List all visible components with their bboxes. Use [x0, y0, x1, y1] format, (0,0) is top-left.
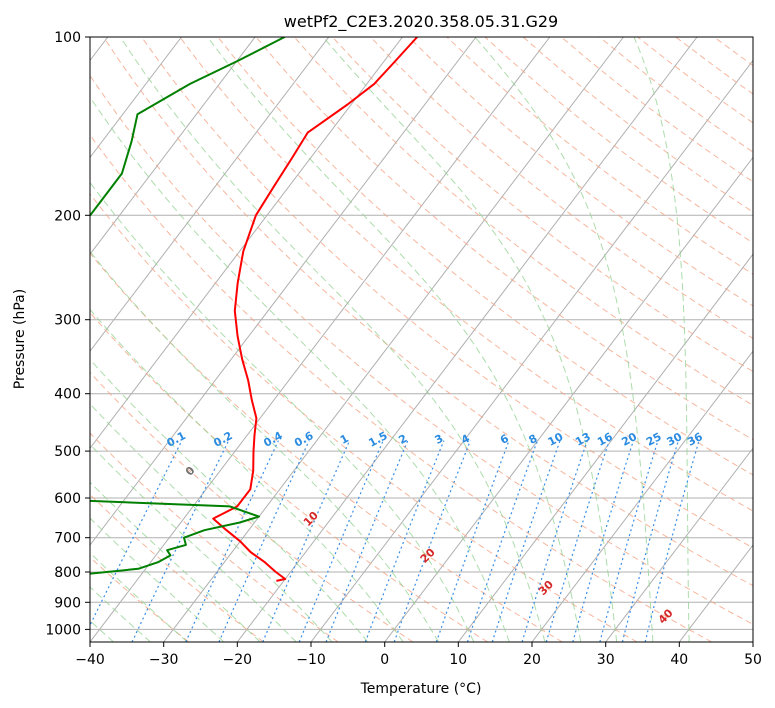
- x-tick-label: −20: [223, 652, 253, 668]
- mixing-ratio-line: [298, 440, 384, 642]
- isotherm-line: [531, 350, 753, 642]
- moist-adiabat-line: [119, 37, 546, 642]
- x-tick-label: 30: [597, 652, 615, 668]
- mixing-ratio-label: 25: [644, 430, 664, 449]
- mixing-ratio-line: [364, 440, 445, 642]
- moist-adiabat-line: [322, 37, 618, 642]
- moist-adiabat-line: [207, 37, 582, 642]
- plot-frame: [89, 36, 754, 643]
- isotherm-line: [457, 253, 753, 642]
- mixing-ratio-line: [599, 440, 659, 642]
- isotherm-line: [90, 37, 330, 353]
- moist-adiabat-line: [90, 443, 297, 642]
- y-tick-label: 700: [54, 531, 81, 547]
- dry-adiabat-line: [293, 37, 753, 406]
- mixing-ratio-line: [466, 440, 539, 642]
- moist-adiabat-line: [90, 181, 475, 642]
- x-tick-label: −40: [75, 652, 105, 668]
- isotherm-line: [605, 447, 753, 642]
- moist-adiabat-line: [474, 37, 654, 642]
- x-tick-label: 40: [670, 652, 688, 668]
- mixing-ratio-line: [572, 440, 634, 642]
- y-axis-label: Pressure (hPa): [12, 289, 28, 389]
- dry-adiabat-line: [255, 37, 753, 441]
- y-tick-label: 100: [54, 30, 81, 46]
- mixing-ratio-line: [185, 440, 279, 642]
- mixing-ratio-line: [521, 440, 588, 642]
- mixing-ratio-line: [325, 440, 409, 642]
- moist-adiabat-line: [90, 250, 439, 642]
- x-tick-label: 0: [380, 652, 389, 668]
- moist-adiabat-line: [90, 481, 261, 642]
- x-tick-label: 10: [449, 652, 467, 668]
- axis-ticks: −40 −30 −20 −10 0 10 20 30 40 50 100 200 300 400 500 60…: [45, 30, 762, 668]
- isotherm-line: [90, 37, 256, 256]
- mixing-ratio-line: [545, 440, 610, 642]
- dry-adiabat-line: [90, 371, 414, 642]
- y-tick-label: 900: [54, 595, 81, 611]
- mixing-ratio-label: 13: [573, 430, 593, 449]
- mixing-ratio-line: [435, 440, 510, 642]
- y-tick-label: 800: [54, 565, 81, 581]
- y-tick-label: 500: [54, 444, 81, 460]
- dry-adiabat-line: [90, 193, 638, 642]
- isotherm-line: [236, 37, 698, 642]
- moist-adiabat-line: [633, 37, 690, 642]
- mixing-ratio-label: 20: [619, 430, 639, 449]
- mixing-ratio-line: [491, 440, 561, 642]
- y-tick-label: 400: [54, 387, 81, 403]
- mixing-ratio-line: [644, 440, 700, 642]
- dry-adiabat-line: [332, 37, 753, 373]
- mixing-ratio-label: 36: [685, 430, 705, 449]
- isotherm-line: [90, 37, 477, 546]
- moist-adiabat-line: [90, 403, 333, 642]
- moist-adiabat-line: [90, 358, 369, 642]
- y-tick-label: 1000: [45, 622, 81, 638]
- x-axis-label: Temperature (°C): [360, 681, 482, 697]
- chart-title: wetPf2_C2E3.2020.358.05.31.G29: [284, 12, 558, 32]
- isotherm-line: [90, 37, 551, 642]
- x-tick-label: 50: [744, 652, 762, 668]
- mixing-ratio-line: [218, 440, 310, 642]
- x-tick-label: −30: [149, 652, 179, 668]
- isotherm-line: [384, 156, 753, 642]
- temperature-profile-line: [212, 37, 418, 582]
- dry-adiabat-line: [217, 37, 753, 476]
- mixing-ratio-label: 16: [595, 430, 615, 449]
- dry-adiabat-line: [90, 134, 712, 642]
- moist-adiabat-line: [90, 96, 510, 642]
- x-tick-label: −10: [296, 652, 326, 668]
- mixing-ratio-line: [621, 440, 679, 642]
- isotherm-line: [90, 37, 403, 450]
- isotherm-line: [90, 37, 182, 159]
- y-tick-label: 600: [54, 491, 81, 507]
- y-tick-label: 200: [54, 208, 81, 224]
- grid-layer: [90, 37, 753, 642]
- mixing-ratio-line: [131, 440, 230, 642]
- mixing-ratio-line: [262, 440, 351, 642]
- mixing-ratio-line: [90, 440, 183, 627]
- mixing-ratio-line: [393, 440, 471, 642]
- mixing-ratio-label: 30: [665, 430, 685, 449]
- x-tick-label: 20: [523, 652, 541, 668]
- mixing-ratio-label: 10: [546, 430, 566, 449]
- y-tick-label: 300: [54, 313, 81, 329]
